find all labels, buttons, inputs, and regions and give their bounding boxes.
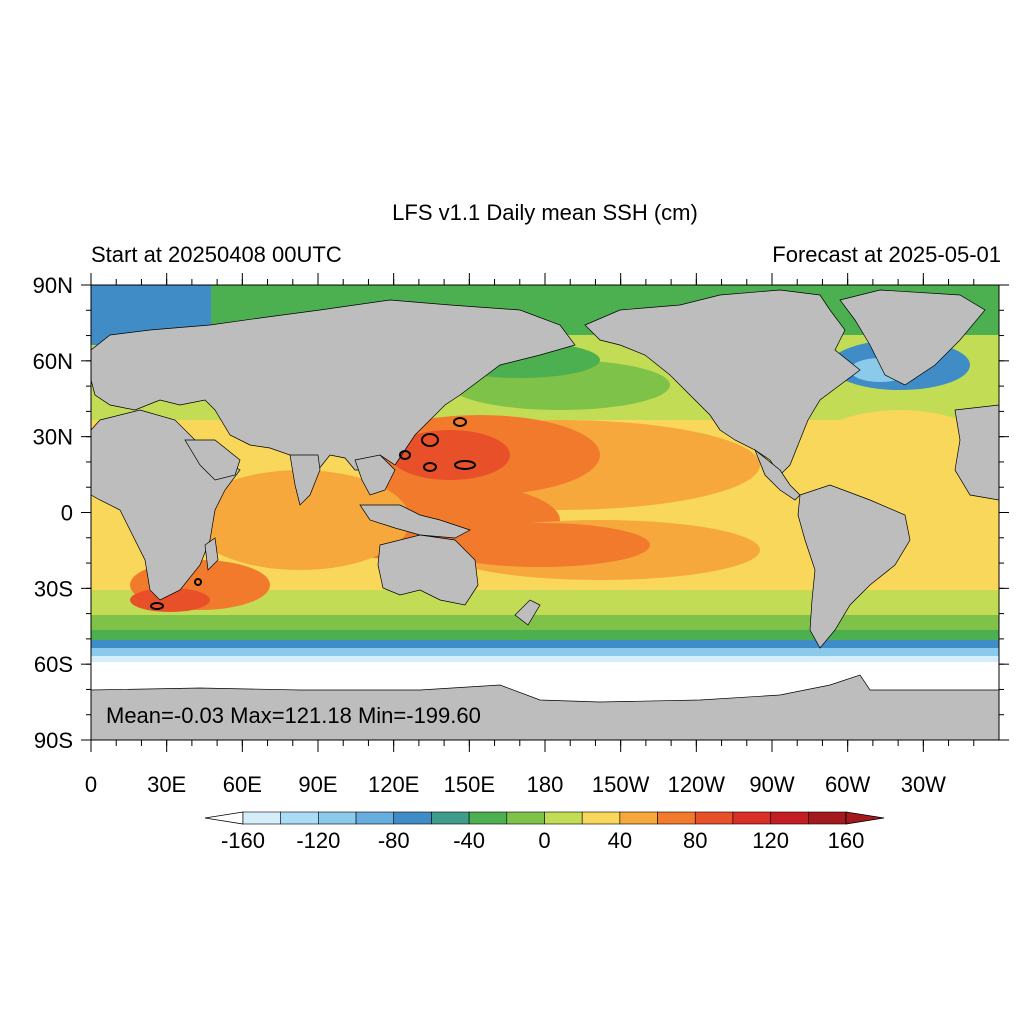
- colorbar-label: -160: [221, 828, 265, 853]
- colorbar-swatch: [431, 811, 470, 825]
- land: [91, 289, 999, 740]
- colorbar-label: 0: [538, 828, 550, 853]
- arabia: [184, 439, 241, 481]
- latitude-axis: 90N 60N 30N 0 30S 60S 90S: [33, 273, 73, 753]
- lon-label: 30E: [147, 772, 186, 797]
- india: [289, 454, 321, 506]
- contour-agulhas-2: [194, 578, 202, 586]
- colorbar: [204, 811, 885, 825]
- colorbar-swatch: [694, 811, 734, 825]
- contour-kuroshio-2: [453, 417, 467, 427]
- contour-kuroshio-3: [454, 460, 476, 470]
- contour-agulhas-1: [150, 602, 164, 610]
- southern-blue-band: [91, 640, 999, 650]
- lat-label: 90N: [33, 273, 73, 298]
- lon-label: 60E: [223, 772, 262, 797]
- lat-label: 30S: [34, 576, 73, 601]
- colorbar-over-triangle: [845, 811, 885, 825]
- lon-label: 90E: [298, 772, 337, 797]
- colorbar-label: 160: [828, 828, 865, 853]
- colorbar-swatch: [770, 811, 809, 825]
- kuroshio-core: [390, 430, 510, 480]
- contour-kuroshio-5: [399, 450, 411, 460]
- antarctica: [91, 674, 999, 740]
- field-statistics: Mean=-0.03 Max=121.18 Min=-199.60: [106, 703, 481, 728]
- map-panel: Mean=-0.03 Max=121.18 Min=-199.60: [91, 285, 999, 740]
- contour-kuroshio-4: [423, 462, 437, 472]
- contour-kuroshio-1: [421, 433, 439, 447]
- colorbar-label: -120: [296, 828, 340, 853]
- lon-label: 0: [85, 772, 97, 797]
- lon-label: 90W: [749, 772, 794, 797]
- lon-label: 120E: [368, 772, 419, 797]
- colorbar-swatch: [242, 811, 281, 825]
- colorbar-swatch: [468, 811, 508, 825]
- indian-ocean-high: [190, 470, 410, 570]
- colorbar-swatch: [318, 811, 357, 825]
- north-america: [584, 289, 861, 476]
- ssh-field: [91, 285, 999, 702]
- colorbar-label: -40: [453, 828, 485, 853]
- colorbar-swatch: [808, 811, 847, 825]
- colorbar-swatch: [355, 811, 395, 825]
- colorbar-label: 80: [683, 828, 707, 853]
- run-start-label: Start at 20250408 00UTC: [91, 242, 342, 267]
- indochina: [354, 454, 396, 496]
- colorbar-label: -80: [378, 828, 410, 853]
- lat-label: 0: [61, 501, 73, 526]
- lat-label: 60S: [34, 652, 73, 677]
- high-contours: [150, 417, 476, 610]
- central-america: [754, 448, 801, 501]
- maritime-continent: [359, 504, 471, 539]
- colorbar-labels: -160 -120 -80 -40 0 40 80 120 160: [221, 828, 864, 853]
- colorbar-under-triangle: [204, 811, 244, 825]
- lon-label: 180: [527, 772, 564, 797]
- north-atlantic-gyre: [810, 410, 990, 490]
- west-africa-bulge: [954, 404, 999, 501]
- lon-label: 30W: [901, 772, 946, 797]
- greenland: [839, 289, 986, 386]
- lat-label: 60N: [33, 349, 73, 374]
- colorbar-swatch: [732, 811, 771, 825]
- colorbar-label: 40: [608, 828, 632, 853]
- lon-label: 150E: [444, 772, 495, 797]
- southern-lightblue-band: [91, 648, 999, 658]
- colorbar-swatch: [657, 811, 696, 825]
- colorbar-label: 120: [752, 828, 789, 853]
- map-title: LFS v1.1 Daily mean SSH (cm): [392, 200, 698, 225]
- forecast-date-label: Forecast at 2025-05-01: [772, 242, 1001, 267]
- colorbar-swatch: [506, 811, 545, 825]
- colorbar-swatch: [619, 811, 658, 825]
- south-pacific-core: [430, 523, 650, 567]
- lon-label: 60W: [825, 772, 870, 797]
- lon-label: 150W: [592, 772, 650, 797]
- lat-label: 30N: [33, 425, 73, 450]
- australia: [377, 534, 479, 606]
- colorbar-swatch: [581, 811, 621, 825]
- southern-paleblue-band: [91, 656, 999, 664]
- colorbar-swatch: [280, 811, 319, 825]
- new-zealand: [514, 599, 541, 626]
- lon-label: 120W: [668, 772, 726, 797]
- europe-asia-landmass: [91, 299, 576, 473]
- axis-ticks: [81, 273, 1009, 752]
- longitude-axis: 0 30E 60E 90E 120E 150E 180 150W 120W 90W 60W 30W: [85, 772, 946, 797]
- southern-teal-band: [91, 630, 999, 642]
- lat-label: 90S: [34, 728, 73, 753]
- madagascar: [204, 537, 219, 571]
- south-america: [797, 484, 911, 649]
- colorbar-swatch: [544, 811, 583, 825]
- colorbar-swatch: [393, 811, 432, 825]
